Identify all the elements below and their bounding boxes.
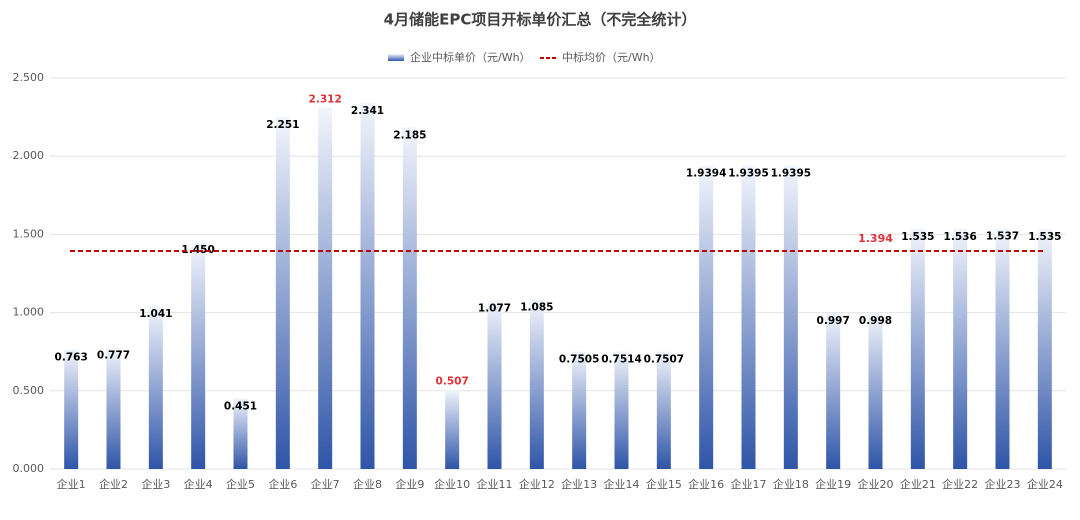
bar bbox=[233, 398, 248, 469]
bar bbox=[614, 351, 629, 469]
x-tick-label: 企业23 bbox=[985, 477, 1021, 491]
x-tick-label: 企业9 bbox=[395, 477, 424, 491]
data-label: 1.041 bbox=[139, 308, 172, 320]
data-label: 0.507 bbox=[436, 376, 469, 388]
data-label: 1.537 bbox=[986, 231, 1019, 243]
bar bbox=[529, 299, 544, 469]
x-tick-label: 企业22 bbox=[942, 477, 978, 491]
data-label: 1.9395 bbox=[728, 168, 769, 180]
data-label: 1.077 bbox=[478, 303, 511, 315]
bar bbox=[783, 165, 798, 469]
bar bbox=[1037, 228, 1052, 469]
y-tick-label: 1.000 bbox=[13, 306, 45, 319]
data-label: 0.763 bbox=[55, 352, 88, 364]
bar bbox=[360, 102, 375, 469]
data-label: 0.7514 bbox=[601, 353, 642, 365]
data-label: 1.536 bbox=[944, 231, 977, 243]
bar bbox=[572, 351, 587, 469]
data-label: 1.085 bbox=[520, 301, 553, 313]
x-tick-label: 企业7 bbox=[311, 477, 340, 491]
bar bbox=[995, 228, 1010, 469]
x-tick-label: 企业3 bbox=[141, 477, 170, 491]
x-tick-label: 企业1 bbox=[57, 477, 86, 491]
data-label: 2.312 bbox=[309, 93, 342, 105]
bar bbox=[910, 228, 925, 469]
bar bbox=[487, 300, 502, 469]
y-tick-label: 2.000 bbox=[13, 149, 45, 162]
bar bbox=[318, 107, 333, 469]
bar bbox=[656, 351, 671, 469]
bar bbox=[402, 127, 417, 470]
x-tick-label: 企业18 bbox=[773, 477, 809, 491]
y-tick-label: 1.500 bbox=[13, 227, 45, 240]
bar bbox=[148, 306, 163, 469]
x-tick-label: 企业11 bbox=[477, 477, 513, 491]
data-label: 2.185 bbox=[393, 129, 426, 141]
x-tick-label: 企业16 bbox=[688, 477, 724, 491]
x-tick-label: 企业21 bbox=[900, 477, 936, 491]
bar bbox=[275, 116, 290, 469]
bar bbox=[953, 228, 968, 469]
x-tick-label: 企业10 bbox=[434, 477, 470, 491]
bar bbox=[445, 389, 460, 469]
x-tick-label: 企业4 bbox=[184, 477, 213, 491]
data-label: 2.251 bbox=[266, 119, 299, 131]
x-tick-label: 企业24 bbox=[1027, 477, 1063, 491]
data-label: 2.341 bbox=[351, 105, 384, 117]
x-tick-label: 企业20 bbox=[858, 477, 894, 491]
bar bbox=[741, 165, 756, 469]
chart-title: 4月储能EPC项目开标单价汇总（不完全统计） bbox=[384, 11, 697, 29]
data-label: 0.7507 bbox=[644, 354, 685, 366]
x-tick-label: 企业2 bbox=[99, 477, 128, 491]
bar bbox=[64, 349, 79, 469]
x-tick-label: 企业17 bbox=[731, 477, 767, 491]
data-label: 1.9394 bbox=[686, 168, 727, 180]
bar bbox=[699, 165, 714, 469]
x-tick-label: 企业8 bbox=[353, 477, 382, 491]
bar bbox=[868, 312, 883, 469]
data-label: 1.535 bbox=[901, 231, 934, 243]
x-tick-label: 企业14 bbox=[604, 477, 640, 491]
x-tick-label: 企业6 bbox=[268, 477, 297, 491]
bar bbox=[106, 347, 121, 469]
data-label: 0.451 bbox=[224, 400, 257, 412]
x-tick-label: 企业15 bbox=[646, 477, 682, 491]
bar bbox=[826, 313, 841, 469]
data-label: 0.777 bbox=[97, 349, 130, 361]
data-label: 1.9395 bbox=[771, 168, 812, 180]
legend-label: 中标均价（元/Wh） bbox=[562, 50, 661, 64]
x-tick-label: 企业19 bbox=[815, 477, 851, 491]
data-label: 0.997 bbox=[817, 315, 850, 327]
data-label: 0.7505 bbox=[559, 354, 600, 366]
x-tick-label: 企业5 bbox=[226, 477, 255, 491]
x-tick-label: 企业13 bbox=[561, 477, 597, 491]
y-tick-label: 0.000 bbox=[13, 462, 45, 475]
data-label: 1.535 bbox=[1028, 231, 1061, 243]
data-label: 0.998 bbox=[859, 315, 892, 327]
y-tick-label: 0.500 bbox=[13, 384, 45, 397]
legend-swatch bbox=[388, 54, 404, 61]
y-tick-label: 2.500 bbox=[13, 71, 45, 84]
legend-label: 企业中标单价（元/Wh） bbox=[410, 50, 531, 64]
bar bbox=[191, 242, 206, 469]
average-label: 1.394 bbox=[858, 232, 893, 245]
x-tick-label: 企业12 bbox=[519, 477, 555, 491]
